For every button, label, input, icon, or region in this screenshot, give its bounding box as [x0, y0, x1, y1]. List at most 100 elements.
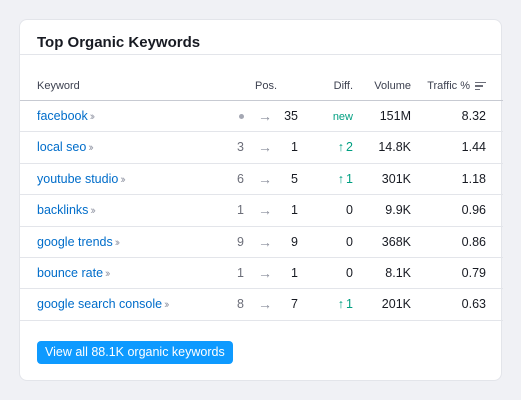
- double-chevron-right-icon[interactable]: ››: [105, 267, 111, 280]
- diff-value: 0: [346, 234, 353, 249]
- diff-up: ↑ 1: [338, 172, 353, 186]
- arrow-right-icon: →: [258, 170, 272, 187]
- arrow-up-icon: ↑: [337, 140, 345, 155]
- arrow-right-icon: →: [258, 296, 272, 313]
- table-row: local seo ›› 3 → 1 ↑ 2 14.8K 1.44: [20, 132, 503, 164]
- previous-position: 3: [237, 140, 244, 155]
- widget-title: Top Organic Keywords: [37, 34, 201, 51]
- arrow-up-icon: ↑: [337, 171, 345, 186]
- position-value: 35: [284, 109, 298, 123]
- table-header: Keyword Pos. Diff. Volume Traffic %: [20, 72, 503, 101]
- keyword-cell: backlinks ››: [37, 195, 96, 226]
- table-row: backlinks ›› 1 → 1 0 9.9K 0.96: [20, 195, 503, 227]
- double-chevron-right-icon[interactable]: ››: [164, 299, 170, 312]
- keyword-link[interactable]: local seo: [37, 140, 87, 155]
- arrow-right-icon: →: [258, 202, 272, 219]
- table-row: bounce rate ›› 1 → 1 0 8.1K 0.79: [20, 258, 503, 290]
- arrow-up-icon: ↑: [337, 297, 345, 312]
- header-volume[interactable]: Volume: [374, 80, 411, 92]
- difficulty-cell: ↑ 1: [320, 289, 353, 320]
- keyword-cell: google trends ››: [37, 227, 121, 258]
- volume-value: 151M: [379, 109, 411, 123]
- previous-position-cell: 9: [228, 227, 244, 258]
- traffic-value: 0.63: [461, 297, 486, 312]
- header-traffic-label: Traffic %: [427, 80, 470, 92]
- previous-position-cell: 8: [228, 289, 244, 320]
- header-difficulty[interactable]: Diff.: [333, 80, 353, 92]
- position-value: 1: [291, 203, 298, 218]
- no-previous-position-dot: [239, 114, 244, 120]
- double-chevron-right-icon[interactable]: ››: [114, 236, 121, 249]
- volume-value: 368K: [381, 234, 411, 249]
- difficulty-cell: 0: [320, 195, 353, 226]
- diff-value: 1: [346, 171, 353, 186]
- double-chevron-right-icon[interactable]: ››: [120, 173, 126, 186]
- top-organic-keywords-widget: Top Organic Keywords Keyword Pos. Diff. …: [19, 19, 503, 381]
- keyword-cell: bounce rate ››: [37, 258, 111, 289]
- diff-value: 0: [346, 265, 353, 280]
- difficulty-cell: ↑ 2: [320, 132, 353, 163]
- previous-position: 6: [237, 171, 244, 186]
- previous-position-cell: [228, 101, 244, 132]
- previous-position-cell: 6: [228, 164, 244, 195]
- traffic-value: 0.86: [461, 234, 486, 249]
- previous-position-cell: 1: [228, 195, 244, 226]
- table-body: facebook ›› → 35 new 151M 8.32 local seo ›› 3 → 1 ↑ 2…: [20, 101, 503, 321]
- previous-position: 9: [237, 234, 244, 249]
- position-value: 9: [291, 234, 298, 249]
- difficulty-cell: 0: [320, 227, 353, 258]
- double-chevron-right-icon[interactable]: ››: [89, 111, 96, 123]
- diff-value: 1: [346, 297, 353, 312]
- previous-position-cell: 3: [228, 132, 244, 163]
- keyword-link[interactable]: youtube studio: [37, 171, 119, 186]
- previous-position: 8: [237, 297, 244, 312]
- volume-value: 14.8K: [378, 140, 411, 155]
- volume-value: 301K: [381, 171, 411, 186]
- keyword-cell: facebook ››: [37, 101, 96, 132]
- table-row: google search console ›› 8 → 7 ↑ 1 201K 0.63: [20, 289, 503, 321]
- position-value: 7: [291, 297, 298, 312]
- header-keyword: Keyword: [37, 80, 80, 92]
- traffic-value: 0.79: [461, 265, 486, 280]
- header-traffic[interactable]: Traffic %: [416, 72, 486, 100]
- double-chevron-right-icon[interactable]: ››: [90, 205, 96, 218]
- volume-value: 201K: [381, 297, 411, 312]
- header-position[interactable]: Pos.: [255, 80, 278, 92]
- table-row: google trends ›› 9 → 9 0 368K 0.86: [20, 227, 503, 258]
- table-row: facebook ›› → 35 new 151M 8.32: [20, 101, 503, 133]
- diff-value: 0: [346, 203, 353, 218]
- difficulty-cell: 0: [320, 258, 353, 289]
- sort-icon[interactable]: [475, 80, 486, 93]
- diff-new-badge: new: [332, 111, 353, 123]
- title-divider: [20, 54, 501, 55]
- keyword-link[interactable]: facebook: [37, 109, 88, 123]
- diff-up: ↑ 1: [338, 297, 353, 311]
- keywords-table: Keyword Pos. Diff. Volume Traffic % face…: [20, 72, 503, 321]
- arrow-right-icon: →: [258, 139, 272, 156]
- traffic-value: 1.44: [461, 140, 486, 155]
- arrow-right-icon: →: [258, 108, 272, 124]
- keyword-link[interactable]: google search console: [37, 297, 163, 312]
- arrow-right-icon: →: [258, 264, 272, 281]
- traffic-value: 0.96: [461, 203, 486, 218]
- difficulty-cell: new: [320, 101, 353, 132]
- keyword-link[interactable]: bounce rate: [37, 265, 104, 280]
- previous-position: 1: [237, 203, 244, 218]
- keyword-link[interactable]: google trends: [37, 234, 113, 249]
- traffic-value: 8.32: [461, 109, 486, 123]
- position-value: 1: [291, 265, 298, 280]
- difficulty-cell: ↑ 1: [320, 164, 353, 195]
- previous-position-cell: 1: [228, 258, 244, 289]
- traffic-value: 1.18: [461, 171, 486, 186]
- keyword-cell: youtube studio ››: [37, 164, 126, 195]
- keyword-link[interactable]: backlinks: [37, 203, 89, 218]
- diff-up: ↑ 2: [338, 140, 353, 154]
- volume-value: 9.9K: [385, 203, 411, 218]
- position-value: 1: [291, 140, 298, 155]
- view-all-keywords-button[interactable]: View all 88.1K organic keywords: [37, 341, 233, 364]
- volume-value: 8.1K: [385, 265, 411, 280]
- position-value: 5: [291, 171, 298, 186]
- double-chevron-right-icon[interactable]: ››: [88, 142, 94, 155]
- keyword-cell: local seo ››: [37, 132, 94, 163]
- keyword-cell: google search console ››: [37, 289, 170, 320]
